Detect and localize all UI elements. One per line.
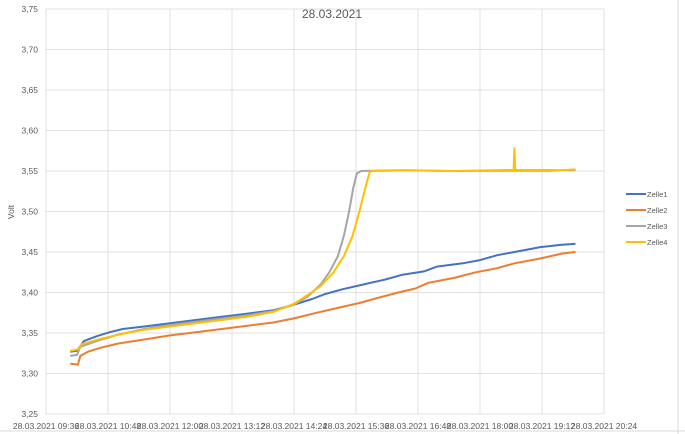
y-tick-labels: 3,25 3,30 3,35 3,40 3,45 3,50 3,55 3,60 3,65 3,70… xyxy=(21,4,38,419)
y-tick-label: 3,65 xyxy=(21,85,38,95)
y-tick-label: 3,55 xyxy=(21,166,38,176)
y-tick-label: 3,40 xyxy=(21,288,38,298)
legend-label-zelle4: Zelle4 xyxy=(647,238,667,247)
x-tick-label: 28.03.2021 18:00 xyxy=(447,421,513,431)
x-tick-label: 28.03.2021 20:24 xyxy=(571,421,637,431)
y-tick-label: 3,60 xyxy=(21,126,38,136)
legend-label-zelle3: Zelle3 xyxy=(647,222,667,231)
chart-title: 28.03.2021 xyxy=(302,7,362,21)
series-lines xyxy=(70,147,576,366)
x-tick-label: 28.03.2021 19:12 xyxy=(509,421,575,431)
y-tick-label: 3,30 xyxy=(21,369,38,379)
series-line-zelle1 xyxy=(70,242,576,353)
legend-label-zelle1: Zelle1 xyxy=(647,190,667,199)
legend-label-zelle2: Zelle2 xyxy=(647,206,667,215)
series-line-zelle4 xyxy=(70,147,576,352)
x-tick-label: 28.03.2021 14:24 xyxy=(261,421,327,431)
y-tick-label: 3,45 xyxy=(21,247,38,257)
legend: Zelle1 Zelle2 Zelle3 Zelle4 xyxy=(626,190,667,247)
x-tick-label: 28.03.2021 15:36 xyxy=(323,421,389,431)
x-tick-label: 28.03.2021 13:12 xyxy=(199,421,265,431)
y-axis-title: Volt xyxy=(6,204,16,219)
y-tick-label: 3,70 xyxy=(21,45,38,55)
x-tick-label: 28.03.2021 09:36 xyxy=(13,421,79,431)
y-tick-label: 3,50 xyxy=(21,207,38,217)
x-tick-label: 28.03.2021 12:00 xyxy=(137,421,203,431)
x-tick-label: 28.03.2021 10:48 xyxy=(75,421,141,431)
y-tick-label: 3,75 xyxy=(21,4,38,14)
y-tick-label: 3,35 xyxy=(21,328,38,338)
series-line-zelle2 xyxy=(70,251,576,366)
x-tick-label: 28.03.2021 16:48 xyxy=(385,421,451,431)
gridlines xyxy=(45,8,605,415)
y-tick-label: 3,25 xyxy=(21,409,38,419)
